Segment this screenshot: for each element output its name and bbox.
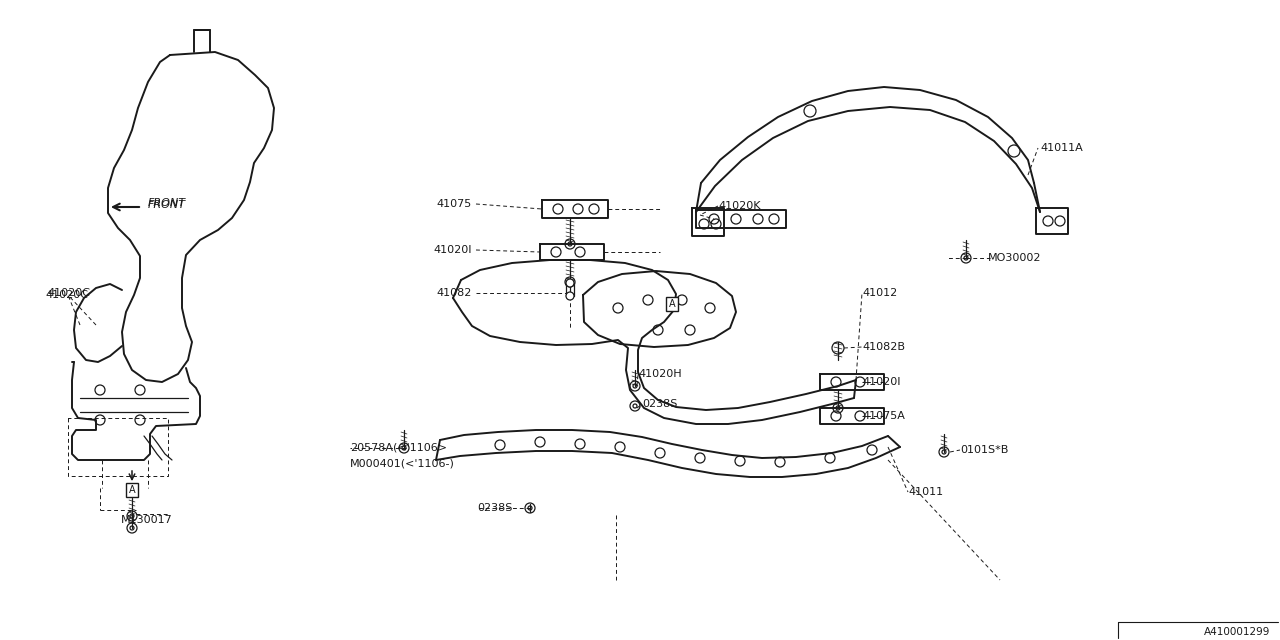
Text: 41020K: 41020K — [718, 201, 760, 211]
Text: 41020I: 41020I — [434, 245, 472, 255]
Text: 20578A(<'1106>: 20578A(<'1106> — [349, 443, 447, 453]
Text: A410001299: A410001299 — [1203, 627, 1270, 637]
Text: 0101S*B: 0101S*B — [960, 445, 1009, 455]
Text: 41012: 41012 — [861, 288, 897, 298]
Text: FRONT: FRONT — [148, 200, 186, 210]
Text: M130017: M130017 — [122, 515, 173, 525]
Text: FRONT: FRONT — [148, 198, 186, 208]
Circle shape — [566, 292, 573, 300]
Text: MO30002: MO30002 — [988, 253, 1042, 263]
Text: 41011A: 41011A — [1039, 143, 1083, 153]
Text: 41082: 41082 — [436, 288, 472, 298]
Text: 41075: 41075 — [436, 199, 472, 209]
Text: 41020C: 41020C — [45, 290, 88, 300]
Text: 41011: 41011 — [908, 487, 943, 497]
Text: M000401(<'1106-): M000401(<'1106-) — [349, 458, 454, 468]
Text: 41082B: 41082B — [861, 342, 905, 352]
Text: 41020C: 41020C — [47, 288, 90, 298]
Circle shape — [566, 279, 573, 287]
Text: 0238S: 0238S — [477, 503, 512, 513]
Text: 41020I: 41020I — [861, 377, 901, 387]
Text: 0238S: 0238S — [643, 399, 677, 409]
Text: A: A — [129, 485, 136, 495]
Text: 41020H: 41020H — [637, 369, 682, 379]
Text: A: A — [668, 299, 676, 309]
Text: 41075A: 41075A — [861, 411, 905, 421]
